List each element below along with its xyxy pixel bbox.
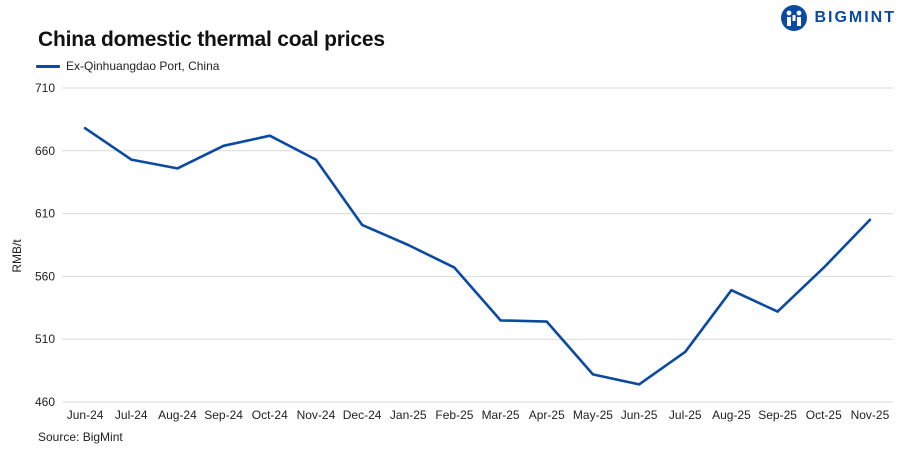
x-tick-label: May-25 — [573, 408, 613, 422]
y-tick-label: 510 — [35, 332, 55, 346]
y-tick-label: 560 — [35, 269, 55, 283]
data-point — [637, 383, 641, 386]
data-point — [684, 350, 687, 353]
brand-name: BIGMINT — [814, 9, 896, 26]
x-tick-label: Sep-25 — [758, 408, 797, 422]
gridlines — [62, 87, 893, 403]
data-point — [222, 144, 225, 147]
data-point — [776, 310, 779, 313]
data-point — [407, 243, 410, 247]
y-tick-label: 660 — [35, 144, 55, 158]
data-point — [453, 266, 456, 269]
y-axis-label: RMB/t — [10, 239, 24, 273]
bigmint-logo: BIGMINT — [780, 4, 896, 32]
x-tick-label: Sep-24 — [204, 408, 243, 422]
data-point — [591, 373, 595, 376]
data-point — [868, 218, 872, 222]
data-point — [83, 126, 87, 130]
x-tick-label: Mar-25 — [482, 408, 520, 422]
data-point — [314, 158, 318, 161]
data-point — [545, 320, 548, 323]
x-tick-label: Jun-24 — [67, 408, 104, 422]
x-tick-label: Dec-24 — [343, 408, 382, 422]
data-point — [730, 289, 733, 292]
x-tick-label: Jun-25 — [621, 408, 658, 422]
x-tick-label: Jul-24 — [115, 408, 148, 422]
series-layer — [83, 126, 872, 386]
y-tick-label: 710 — [35, 81, 55, 95]
y-axis-ticks: 460 510 560 610 660 710 — [35, 81, 55, 409]
x-tick-label: Oct-24 — [252, 408, 288, 422]
x-tick-label: Aug-24 — [158, 408, 197, 422]
x-tick-label: Jul-25 — [669, 408, 702, 422]
chart-title: China domestic thermal coal prices — [38, 28, 385, 51]
data-point — [176, 167, 179, 170]
y-tick-label: 460 — [35, 395, 55, 409]
legend-label: Ex-Qinhuangdao Port, China — [66, 59, 220, 73]
x-tick-label: Nov-25 — [851, 408, 890, 422]
bigmint-logo-icon — [781, 5, 808, 31]
x-tick-label: Apr-25 — [529, 408, 565, 422]
legend: Ex-Qinhuangdao Port, China — [36, 59, 219, 73]
data-point — [268, 134, 271, 137]
x-tick-label: Aug-25 — [712, 408, 751, 422]
x-tick-label: Jan-25 — [390, 408, 427, 422]
source-note: Source: BigMint — [38, 430, 123, 444]
x-tick-label: Nov-24 — [297, 408, 336, 422]
legend-swatch — [36, 64, 60, 68]
y-tick-label: 610 — [35, 207, 55, 221]
data-point — [130, 158, 133, 161]
series-line-0 — [83, 126, 872, 386]
x-axis-ticks: Jun-24 Jul-24 Aug-24 Sep-24 Oct-24 Nov-24 Dec-… — [67, 408, 890, 422]
data-point — [822, 266, 825, 269]
data-point — [499, 319, 502, 322]
data-point — [360, 223, 364, 227]
x-tick-label: Feb-25 — [435, 408, 473, 422]
x-tick-label: Oct-25 — [806, 408, 842, 422]
